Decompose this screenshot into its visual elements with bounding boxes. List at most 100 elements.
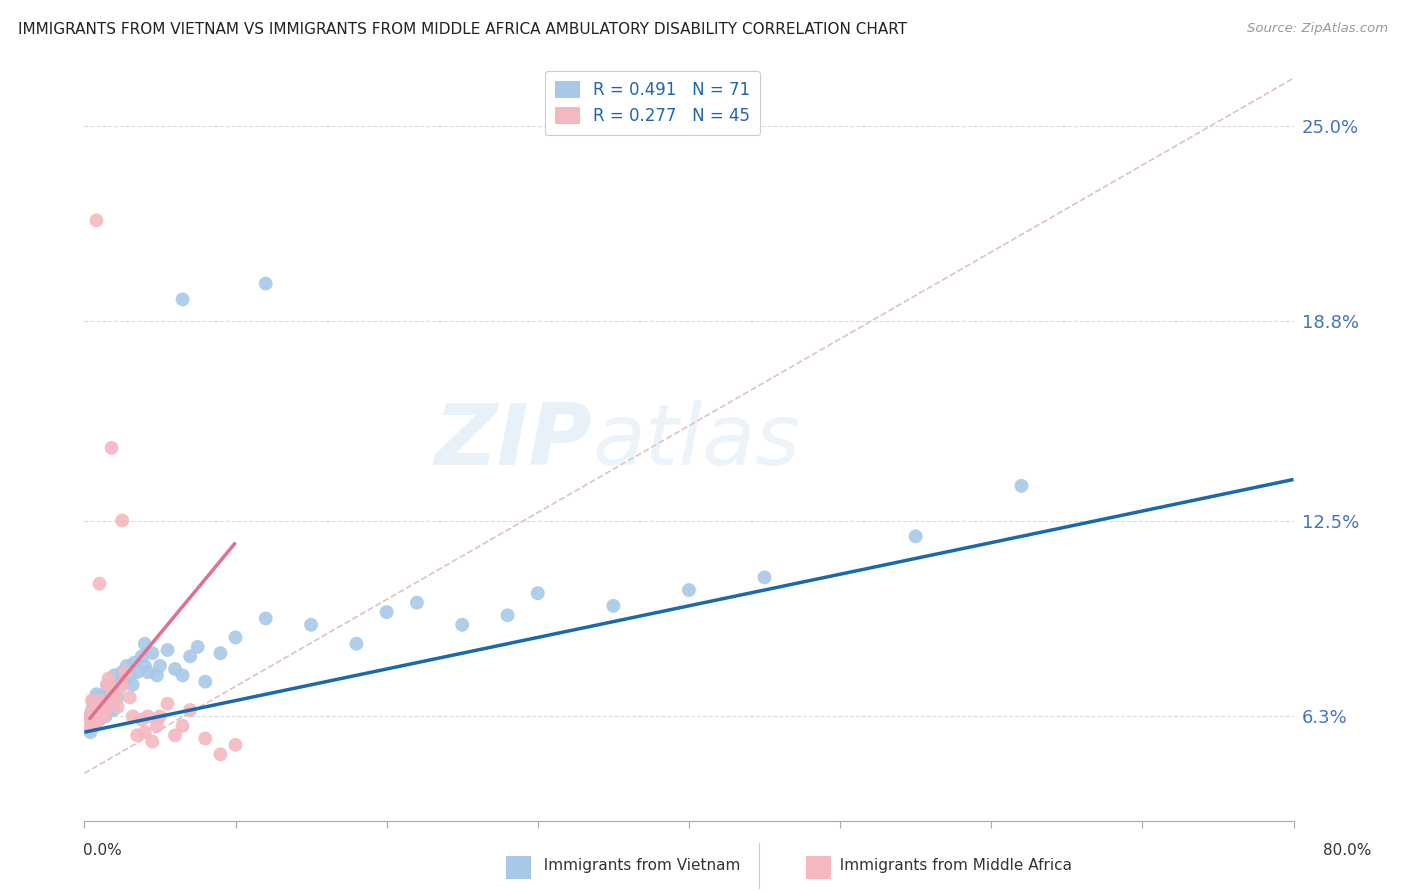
Point (108, 674, 131, 689)
Point (187, 640, 209, 654)
Point (77, 709, 100, 723)
Point (114, 672, 136, 686)
Point (84, 715, 107, 730)
Point (90, 706, 112, 721)
Point (100, 693, 122, 707)
Point (134, 637, 156, 651)
Point (299, 617, 322, 632)
Point (254, 277, 277, 291)
Text: Immigrants from Middle Africa: Immigrants from Middle Africa (830, 858, 1071, 872)
Point (904, 529, 927, 543)
Point (134, 725, 156, 739)
Point (156, 643, 179, 657)
Point (89, 713, 111, 727)
Point (84, 706, 107, 721)
Point (111, 678, 134, 692)
Point (172, 668, 194, 682)
Point (149, 709, 172, 723)
Point (496, 608, 519, 623)
Point (96, 678, 118, 692)
Point (165, 728, 187, 742)
Point (118, 690, 141, 705)
Point (82, 699, 104, 714)
Point (93, 703, 115, 717)
Point (80, 693, 103, 707)
Point (179, 649, 201, 664)
Point (451, 617, 474, 632)
Point (100, 693, 122, 707)
Point (172, 293, 194, 307)
Point (122, 656, 145, 670)
Point (101, 687, 124, 701)
Point (97, 684, 120, 698)
Point (96, 678, 118, 692)
Point (89, 709, 111, 723)
Point (86, 713, 108, 727)
Point (79, 719, 101, 733)
Point (111, 678, 134, 692)
Point (87, 709, 110, 723)
Point (146, 719, 169, 733)
Point (107, 690, 129, 705)
Point (107, 699, 129, 714)
Point (104, 690, 127, 705)
Text: atlas: atlas (592, 400, 800, 483)
Point (346, 637, 368, 651)
Point (82, 713, 104, 727)
Point (131, 713, 153, 727)
Point (172, 719, 194, 733)
Point (225, 738, 247, 752)
Point (209, 747, 232, 762)
Text: Source: ZipAtlas.com: Source: ZipAtlas.com (1247, 22, 1388, 36)
Point (100, 681, 122, 695)
Text: 0.0%: 0.0% (83, 843, 122, 858)
Point (84, 706, 107, 721)
Point (89, 576, 111, 591)
Point (114, 665, 136, 680)
Point (86, 697, 108, 711)
Point (86, 213, 108, 227)
Text: IMMIGRANTS FROM VIETNAM VS IMMIGRANTS FROM MIDDLE AFRICA AMBULATORY DISABILITY C: IMMIGRANTS FROM VIETNAM VS IMMIGRANTS FR… (18, 22, 907, 37)
Point (156, 697, 179, 711)
Point (80, 719, 103, 733)
Point (141, 734, 163, 748)
Point (94, 693, 117, 707)
Point (527, 586, 550, 600)
Point (97, 672, 120, 686)
Point (93, 687, 115, 701)
Text: Immigrants from Vietnam: Immigrants from Vietnam (534, 858, 741, 872)
Point (121, 678, 143, 692)
Point (104, 668, 127, 682)
Point (100, 441, 122, 455)
Point (225, 631, 247, 645)
Point (179, 703, 201, 717)
Point (127, 665, 149, 680)
Point (165, 662, 187, 676)
Point (254, 611, 277, 625)
Point (121, 709, 143, 723)
Legend: R = 0.491   N = 71, R = 0.277   N = 45: R = 0.491 N = 71, R = 0.277 N = 45 (546, 70, 761, 136)
Point (80, 703, 103, 717)
Point (194, 674, 217, 689)
Text: 80.0%: 80.0% (1323, 843, 1371, 858)
Point (101, 703, 124, 717)
Point (90, 706, 112, 721)
Point (131, 649, 153, 664)
Point (89, 690, 111, 705)
Point (678, 582, 700, 597)
Point (80, 706, 103, 721)
Point (87, 697, 110, 711)
Point (375, 605, 398, 619)
Point (86, 687, 108, 701)
Text: ZIP: ZIP (434, 400, 592, 483)
Point (209, 646, 232, 660)
Point (134, 658, 156, 673)
Point (115, 658, 138, 673)
Point (90, 693, 112, 707)
Point (146, 668, 169, 682)
Point (96, 697, 118, 711)
Point (108, 681, 131, 695)
Point (104, 681, 127, 695)
Point (94, 709, 117, 723)
Point (111, 514, 134, 528)
